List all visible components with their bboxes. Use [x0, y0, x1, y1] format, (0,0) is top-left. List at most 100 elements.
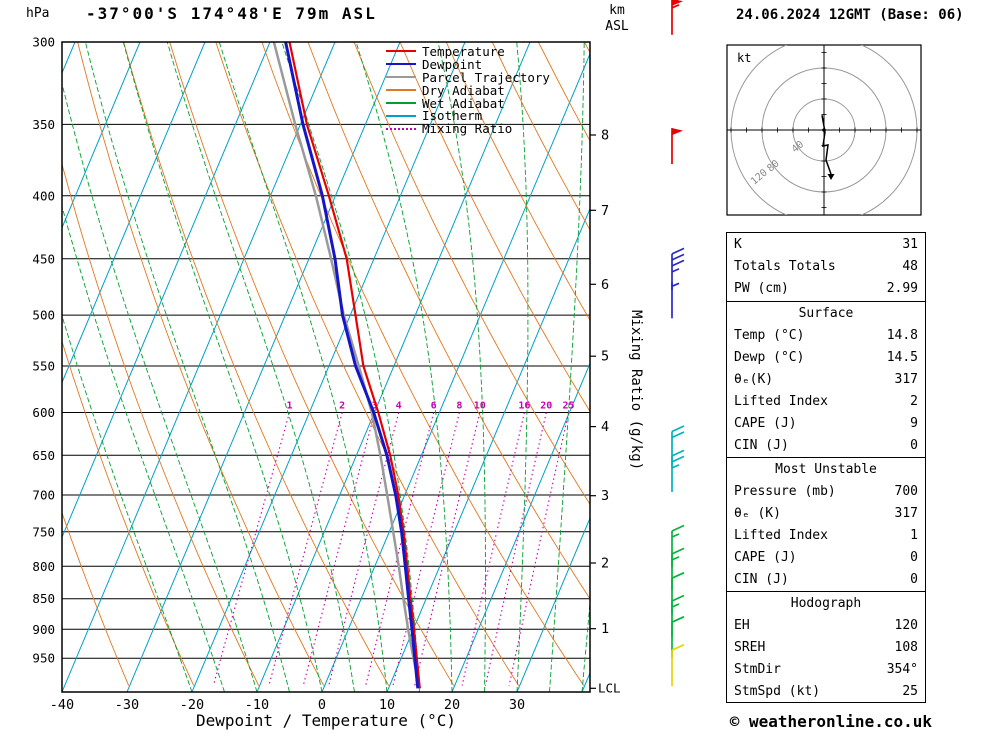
stats-box-indices: K 31 Totals Totals 48 PW (cm) 2.99 — [726, 232, 926, 302]
svg-text:950: 950 — [32, 651, 55, 666]
stat-row: Lifted Index 2 — [727, 391, 925, 413]
svg-text:30: 30 — [509, 697, 525, 713]
altitude-axis-unit-km: km — [609, 3, 625, 18]
stat-label: CAPE (J) — [734, 550, 797, 565]
svg-text:350: 350 — [32, 117, 55, 132]
stat-value: 48 — [902, 259, 918, 274]
wind-barb — [671, 247, 685, 290]
stat-row: CAPE (J) 9 — [727, 413, 925, 435]
wind-barb — [671, 594, 685, 637]
stat-value: 2.99 — [886, 281, 918, 296]
stat-label: PW (cm) — [734, 281, 789, 296]
isotherm-lines — [62, 42, 590, 692]
legend-line-sample — [386, 102, 416, 104]
legend-line-sample — [386, 127, 416, 130]
legend-label: Dry Adiabat — [422, 82, 505, 98]
svg-text:550: 550 — [32, 359, 55, 374]
svg-text:450: 450 — [32, 251, 55, 266]
svg-text:650: 650 — [32, 448, 55, 463]
stat-row: StmSpd (kt) 25 — [727, 681, 925, 703]
svg-text:700: 700 — [32, 488, 55, 503]
svg-text:1: 1 — [286, 401, 292, 412]
svg-text:4: 4 — [601, 419, 609, 435]
svg-text:-30: -30 — [115, 697, 139, 713]
stat-label: θₑ(K) — [734, 372, 774, 387]
legend-item-parcel-trajectory: Parcel Trajectory — [386, 70, 550, 85]
wind-barb-column — [671, 0, 685, 687]
stat-row: K 31 — [727, 234, 925, 256]
stat-value: 25 — [902, 684, 918, 699]
legend-label: Dewpoint — [422, 56, 483, 72]
svg-text:900: 900 — [32, 622, 55, 637]
stat-label: CAPE (J) — [734, 416, 797, 431]
stat-label: Totals Totals — [734, 259, 836, 274]
dewpoint-curve — [284, 42, 420, 689]
wet-adiabat-lines — [62, 42, 590, 692]
svg-text:750: 750 — [32, 524, 55, 539]
chart-legend: Temperature Dewpoint Parcel Trajectory Dry … — [386, 44, 550, 137]
stat-row: CIN (J) 0 — [727, 569, 925, 591]
stat-value: 0 — [910, 550, 918, 565]
wind-barb — [671, 615, 685, 659]
legend-item-temperature: Temperature — [386, 44, 550, 59]
svg-text:8: 8 — [601, 128, 609, 144]
parcel-trajectory-curve — [272, 42, 421, 689]
legend-line-sample — [386, 76, 416, 79]
hodograph-trace-arrow — [827, 174, 835, 180]
svg-text:10: 10 — [474, 401, 486, 412]
svg-text:-40: -40 — [50, 697, 74, 713]
stats-section-header: Surface — [798, 306, 854, 321]
stat-value: 1 — [910, 528, 918, 543]
svg-text:-20: -20 — [180, 697, 204, 713]
dry-adiabat-lines — [62, 42, 590, 686]
wind-barb — [671, 643, 685, 687]
svg-text:6: 6 — [431, 401, 437, 412]
temperature-tick-labels: -40 -30 -20 -10 0 10 20 30 — [50, 697, 525, 713]
svg-text:2: 2 — [601, 556, 609, 572]
stat-label: Dewp (°C) — [734, 350, 805, 365]
svg-text:600: 600 — [32, 405, 55, 420]
wind-barb — [671, 571, 685, 615]
svg-text:6: 6 — [601, 277, 609, 293]
legend-label: Mixing Ratio — [422, 121, 513, 137]
mixing-ratio-axis-label: Mixing Ratio (g/kg) — [628, 310, 644, 470]
stat-label: CIN (J) — [734, 438, 789, 453]
svg-text:0: 0 — [318, 697, 326, 713]
stats-box-hodograph: Hodograph EH 120 SREH 108 StmDir 354° StmSpd (k… — [726, 591, 926, 703]
stat-row: CIN (J) 0 — [727, 435, 925, 457]
stat-label: θₑ (K) — [734, 506, 781, 521]
svg-text:300: 300 — [32, 35, 55, 50]
wind-barb — [671, 282, 680, 319]
svg-text:20: 20 — [540, 401, 552, 412]
stat-row: Totals Totals 48 — [727, 256, 925, 278]
altitude-axis-unit-asl: ASL — [605, 19, 629, 34]
wind-barb — [671, 524, 685, 567]
stat-label: Pressure (mb) — [734, 484, 836, 499]
stat-value: 31 — [902, 237, 918, 252]
altitude-tick-labels: 8 7 6 5 4 3 2 1 LCL — [590, 128, 621, 695]
stat-value: 700 — [894, 484, 918, 499]
svg-text:500: 500 — [32, 308, 55, 323]
svg-text:20: 20 — [444, 697, 460, 713]
stat-value: 317 — [894, 506, 918, 521]
svg-text:25: 25 — [562, 401, 574, 412]
svg-text:3: 3 — [601, 488, 609, 504]
stat-label: SREH — [734, 640, 766, 655]
run-datetime: 24.06.2024 12GMT (Base: 06) — [736, 7, 964, 23]
svg-text:3: 3 — [372, 401, 378, 412]
legend-label: Wet Adiabat — [422, 95, 505, 111]
copyright: © weatheronline.co.uk — [729, 712, 932, 731]
svg-text:8: 8 — [456, 401, 462, 412]
legend-line-sample — [386, 63, 416, 66]
plot-border — [61, 41, 591, 693]
stat-row: θₑ(K) 317 — [727, 369, 925, 391]
svg-text:800: 800 — [32, 559, 55, 574]
stat-label: Lifted Index — [734, 528, 828, 543]
legend-line-sample — [386, 89, 416, 92]
svg-text:-10: -10 — [245, 697, 269, 713]
mixing-ratio-value-labels: 1 2 3 4 6 8 10 16 20 25 — [286, 401, 574, 412]
stat-row: CAPE (J) 0 — [727, 547, 925, 569]
legend-item-wet-adiabat: Wet Adiabat — [386, 95, 550, 111]
legend-item-dewpoint: Dewpoint — [386, 56, 550, 72]
